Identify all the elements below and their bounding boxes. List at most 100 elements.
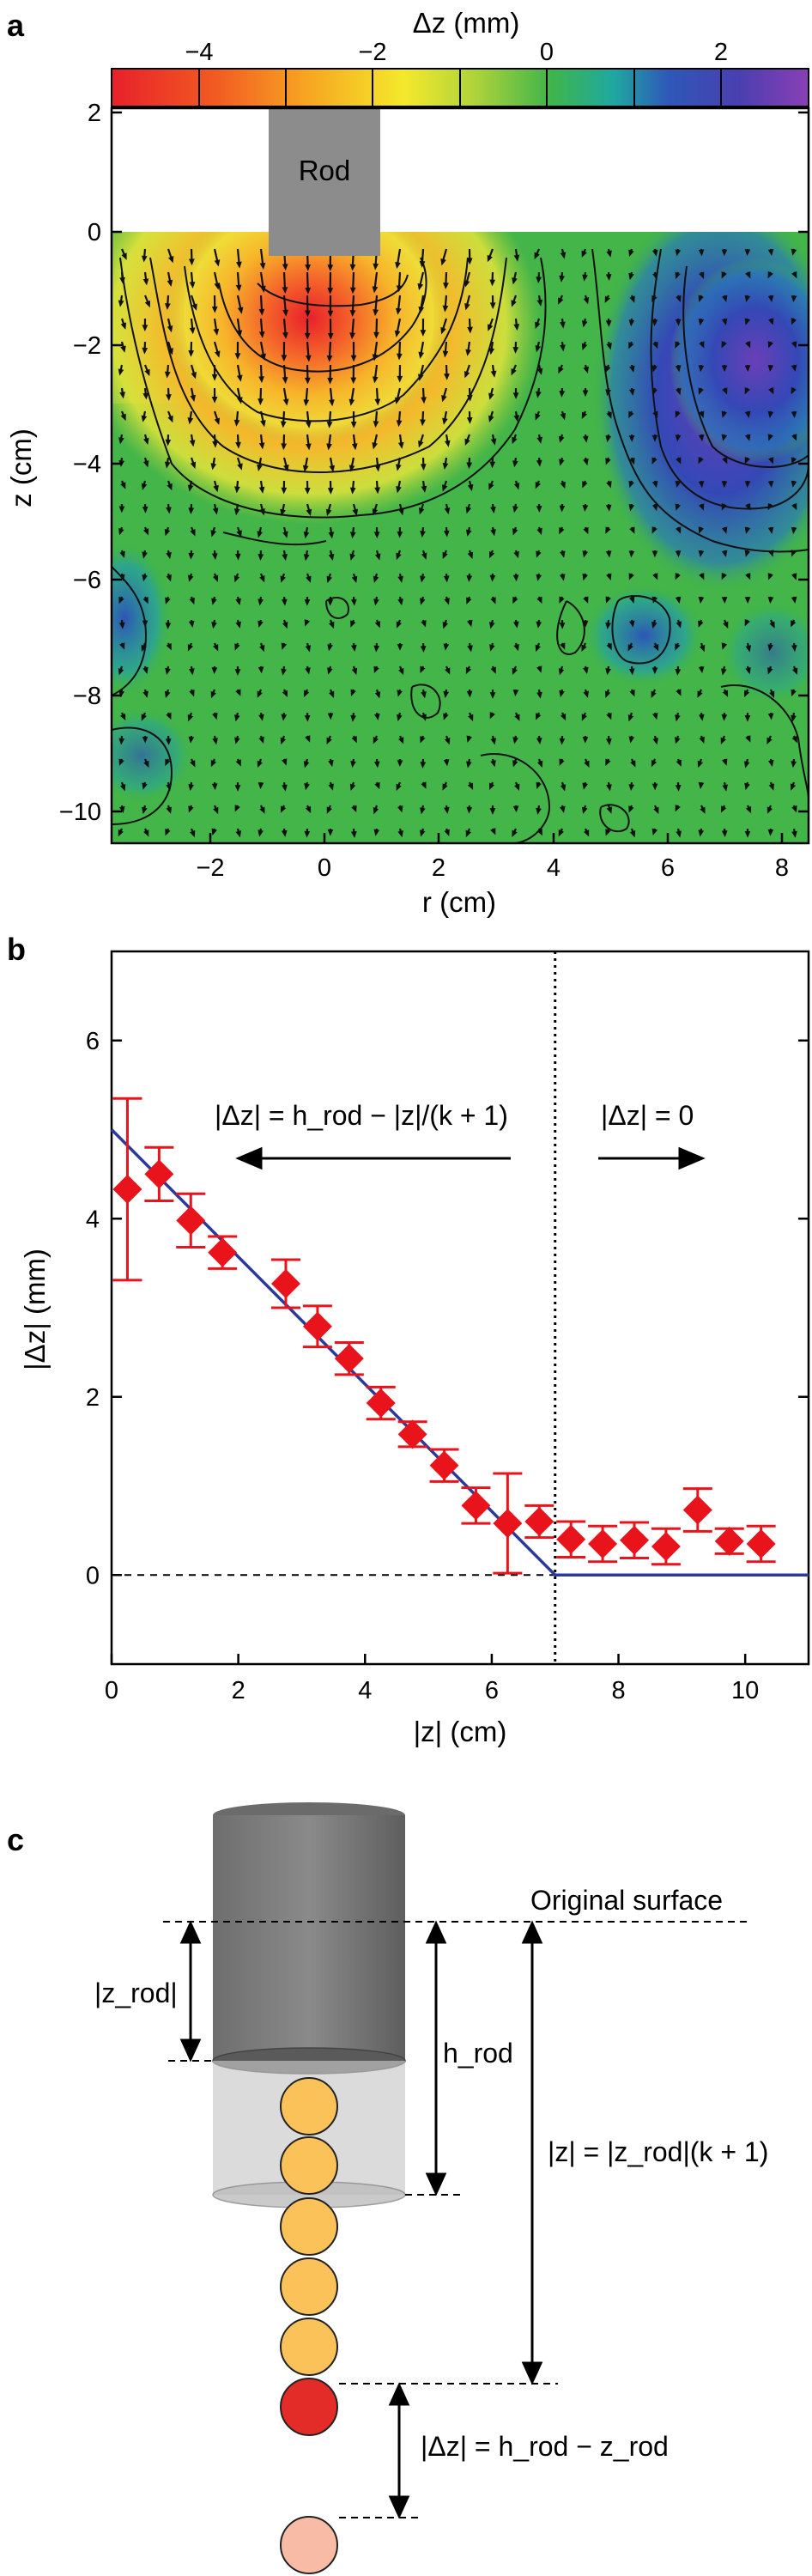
- arrow-head: [676, 387, 682, 396]
- arrow-head: [698, 526, 705, 534]
- arrow-head: [698, 387, 704, 395]
- arrow-head: [743, 761, 750, 769]
- arrow-head: [210, 759, 217, 768]
- arrow-head: [351, 667, 358, 676]
- arrow-head: [212, 738, 218, 745]
- arrow-head: [191, 372, 197, 380]
- arrow-head: [791, 248, 797, 256]
- arrow-head: [464, 280, 470, 288]
- arrow-head: [326, 422, 333, 428]
- arrow-head: [514, 783, 520, 791]
- arrow-head: [327, 644, 333, 652]
- rod: [269, 108, 380, 256]
- arrow-head: [583, 526, 589, 535]
- arrow-head: [445, 667, 451, 675]
- arrow-head: [397, 760, 403, 768]
- arrow-head: [512, 737, 518, 744]
- arrow-head: [745, 645, 752, 653]
- arrow-head: [697, 760, 704, 769]
- arrow-head: [349, 783, 356, 791]
- arrow-head: [397, 375, 403, 383]
- arrow-head: [651, 596, 658, 604]
- arrow-head: [606, 343, 612, 350]
- arrow-head: [791, 270, 797, 279]
- arrow-head: [536, 574, 542, 581]
- arrow-head: [675, 410, 681, 418]
- arrow-head: [328, 553, 335, 562]
- arrow-head: [721, 318, 728, 326]
- arrow-head: [536, 368, 543, 375]
- arrow-head: [744, 434, 751, 441]
- arrow-head: [304, 783, 310, 791]
- arrow-head: [328, 783, 334, 791]
- arrow-head: [349, 532, 356, 539]
- y-tick-label: −6: [73, 567, 101, 594]
- data-points: [112, 1097, 776, 1575]
- arrow-head: [464, 371, 470, 379]
- arrow-head: [605, 622, 611, 629]
- arrow-head: [467, 326, 473, 334]
- arrow-head: [258, 620, 264, 629]
- arrow-head: [744, 618, 750, 627]
- arrow-head: [791, 411, 797, 419]
- arrow-head: [490, 760, 496, 768]
- arrow-head: [744, 457, 750, 465]
- arrow-head: [767, 410, 774, 418]
- arrow-head: [721, 830, 728, 837]
- arrow-head: [258, 666, 264, 674]
- arrow-head: [466, 806, 473, 814]
- arrow-head: [281, 642, 288, 650]
- arrow-head: [791, 573, 797, 580]
- arrow-head: [142, 551, 148, 559]
- arrow-head: [676, 457, 682, 465]
- arrow-head: [627, 714, 634, 722]
- data-point: [524, 1507, 554, 1536]
- arrow-head: [744, 830, 751, 838]
- arrow-head: [628, 620, 635, 628]
- arrow-head: [513, 643, 519, 652]
- arrow-head: [258, 398, 264, 405]
- x-tick-label: 6: [661, 854, 675, 882]
- arrow-head: [118, 805, 125, 814]
- arrow-head: [280, 421, 287, 428]
- arrow-head: [605, 829, 611, 836]
- arrow-head: [327, 377, 334, 385]
- arrow-head: [488, 415, 494, 423]
- arrow-head: [465, 829, 471, 838]
- arrow-head: [144, 300, 151, 308]
- arrow-head: [281, 668, 287, 676]
- arrow-head: [651, 434, 658, 442]
- arrow-head: [351, 443, 358, 451]
- arrow-head: [120, 413, 126, 422]
- data-point: [714, 1526, 744, 1556]
- arrow-head: [698, 666, 705, 674]
- arrow-head: [698, 481, 705, 489]
- arrow-head: [722, 387, 728, 395]
- arrow-head: [536, 807, 542, 815]
- arrow-head: [583, 458, 589, 466]
- arrow-head: [488, 483, 494, 490]
- arrow-head: [166, 551, 172, 560]
- arrow-head: [119, 550, 125, 559]
- arrow-head: [744, 690, 750, 698]
- arrow-head: [675, 271, 681, 280]
- arrow-head: [676, 689, 682, 696]
- arrow-head: [304, 599, 311, 606]
- arrow-head: [582, 620, 589, 628]
- arrow-head: [234, 486, 240, 494]
- arrow-head: [373, 665, 379, 674]
- bead-tracked: [280, 2378, 338, 2436]
- arrow-head: [559, 622, 566, 629]
- arrow-head: [583, 596, 589, 604]
- arrow-head: [234, 353, 241, 360]
- arrow-head: [305, 355, 312, 362]
- arrow-head: [187, 417, 194, 425]
- arrow-head: [211, 622, 217, 629]
- arrow-head: [628, 550, 635, 558]
- bead: [280, 2318, 338, 2376]
- arrow-head: [581, 250, 587, 258]
- arrow-head: [304, 830, 311, 838]
- arrow-head: [721, 758, 728, 766]
- arrow-head: [652, 272, 658, 280]
- arrow-head: [418, 351, 425, 359]
